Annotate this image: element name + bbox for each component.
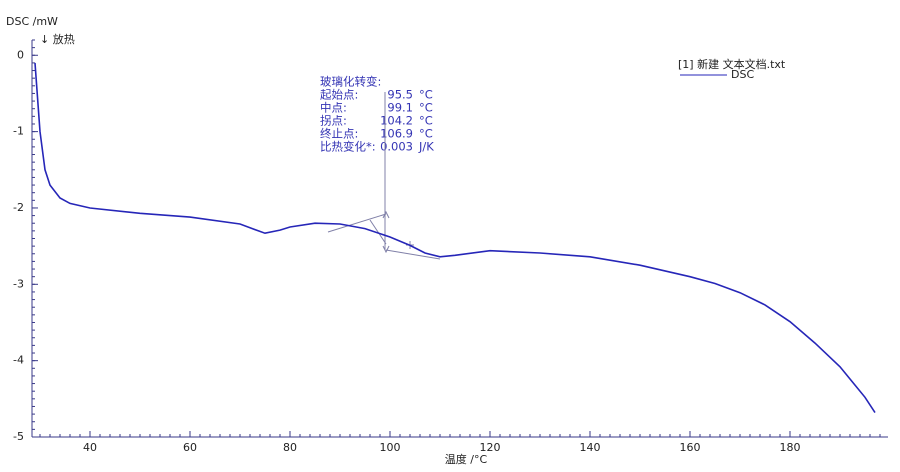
y-tick-label: -2 — [13, 201, 24, 214]
annotation-label: 比热变化*: — [320, 140, 376, 154]
annotation-value: 0.003 — [380, 140, 413, 154]
legend-file: [1] 新建 文本文档.txt — [678, 57, 786, 71]
annotation-label: 起始点: — [320, 88, 358, 102]
exo-label: ↓ 放热 — [40, 32, 75, 46]
annotation-label: 拐点: — [320, 114, 347, 128]
annotation-value: 99.1 — [387, 101, 413, 115]
annotation-unit: °C — [419, 88, 433, 102]
legend-label: DSC — [731, 68, 754, 81]
x-tick-label: 80 — [283, 441, 297, 454]
x-tick-label: 140 — [580, 441, 601, 454]
x-tick-label: 180 — [780, 441, 801, 454]
y-tick-label: -4 — [13, 354, 24, 367]
annotation-unit: J/K — [418, 140, 434, 154]
x-tick-label: 60 — [183, 441, 197, 454]
x-tick-label: 120 — [480, 441, 501, 454]
tangent-line — [369, 219, 387, 245]
series-line — [34, 62, 876, 414]
x-tick-label: 100 — [380, 441, 401, 454]
tangent-line — [385, 249, 441, 260]
annotation-value: 95.5 — [387, 88, 413, 102]
y-tick-label: -1 — [13, 125, 24, 138]
annotation-label: 终止点: — [320, 127, 358, 141]
y-tick-label: 0 — [17, 48, 24, 61]
annotation-unit: °C — [419, 114, 433, 128]
x-axis-label: 温度 /°C — [445, 452, 488, 466]
arrow — [382, 210, 390, 254]
annotation-label: 中点: — [320, 101, 347, 115]
x-tick-label: 40 — [83, 441, 97, 454]
annotation-value: 104.2 — [380, 114, 413, 128]
x-tick-label: 160 — [680, 441, 701, 454]
y-tick-label: -5 — [13, 430, 24, 443]
annotation-value: 106.9 — [380, 127, 413, 141]
annotation-title: 玻璃化转变: — [320, 75, 381, 89]
tangent-line — [327, 213, 387, 233]
y-tick-label: -3 — [13, 277, 24, 290]
annotation-unit: °C — [419, 127, 433, 141]
annotation-unit: °C — [419, 101, 433, 115]
y-axis-label: DSC /mW — [6, 15, 58, 28]
annotation: 玻璃化转变: 起始点: 95.5 °C 中点: 99.1 °C 拐点: 104.2 °C 终止点:… — [320, 75, 434, 154]
